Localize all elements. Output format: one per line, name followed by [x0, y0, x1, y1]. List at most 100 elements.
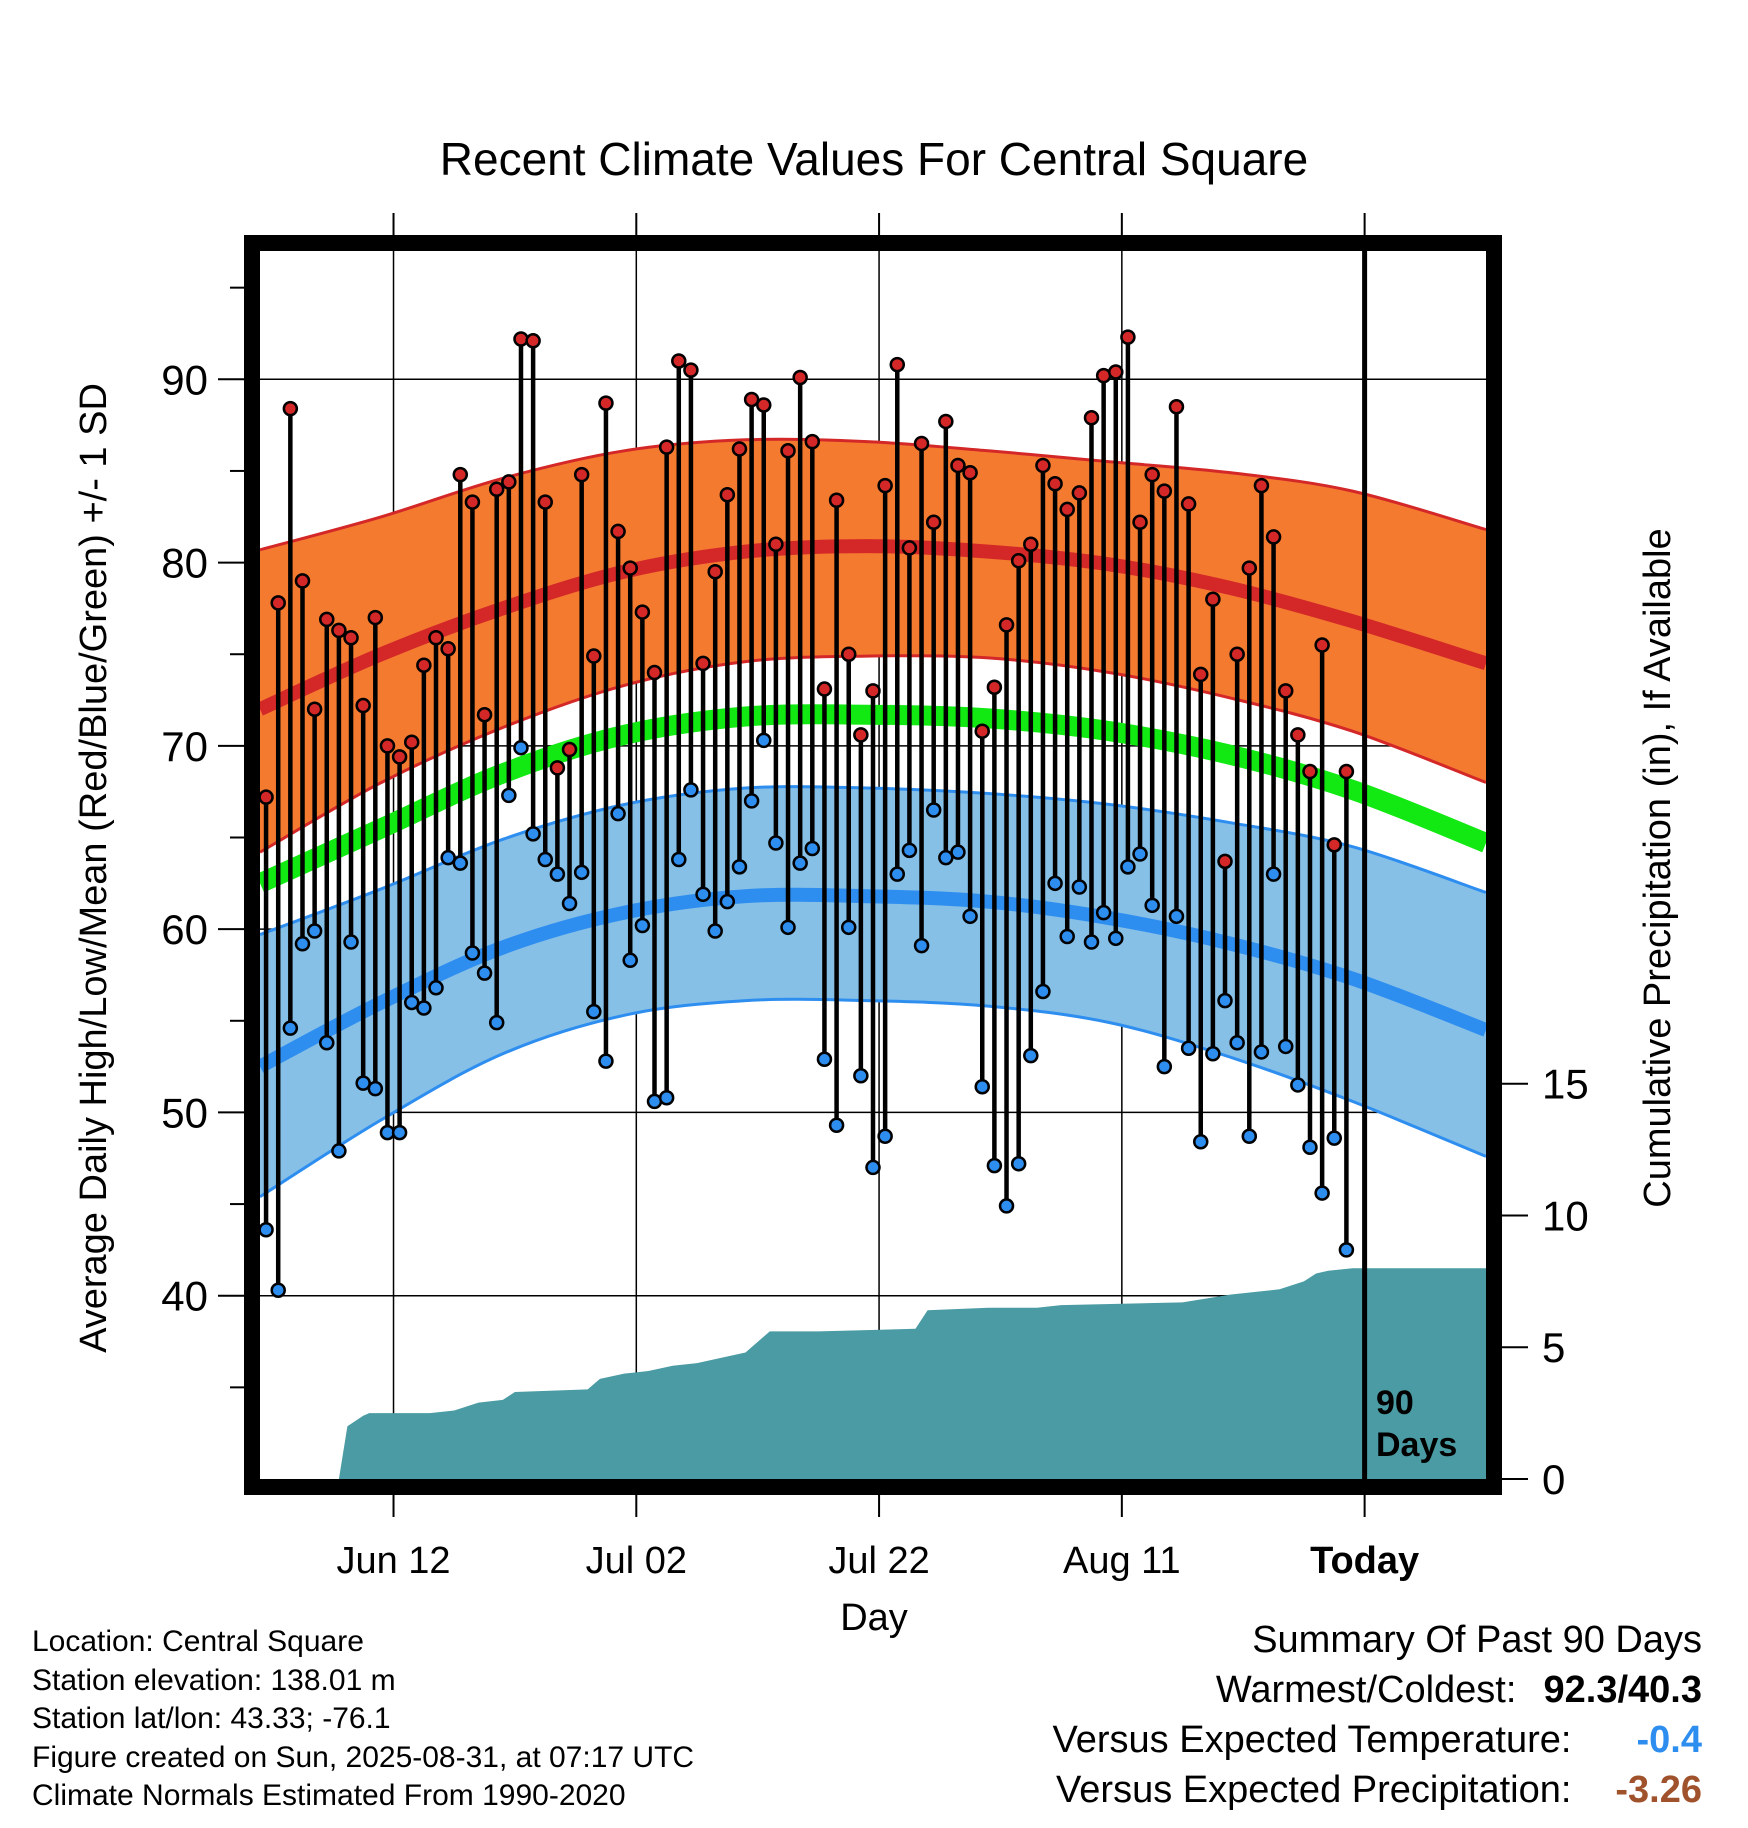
- daily-low-point: [986, 1157, 1003, 1174]
- location-text: Location: Central Square: [32, 1625, 364, 1658]
- daily-high-point: [743, 391, 760, 408]
- daily-low-point: [1059, 928, 1075, 945]
- normal-low-line: [260, 887, 1486, 1073]
- precip-value: -3.26: [1615, 1769, 1702, 1811]
- daily-high-point: [282, 400, 299, 417]
- daily-high-point: [1314, 637, 1330, 653]
- daily-high-point: [804, 433, 821, 450]
- daily-low-point: [1035, 983, 1051, 1000]
- daily-low-point: [998, 1198, 1015, 1214]
- daily-high-point: [391, 749, 408, 765]
- today-marker-label-days-count: 90: [1376, 1384, 1414, 1422]
- normal-mean-line: [260, 704, 1486, 893]
- today-marker-label-days-word: Days: [1376, 1426, 1457, 1464]
- daily-high-point: [634, 604, 651, 620]
- daily-high-point: [962, 465, 978, 481]
- daily-low-point: [1290, 1077, 1306, 1093]
- daily-high-point: [986, 679, 1003, 695]
- x-tick-label: Jul 02: [586, 1540, 687, 1582]
- daily-low-point: [962, 908, 978, 925]
- daily-high-point: [1253, 477, 1270, 494]
- plot-frame: [244, 235, 1502, 1495]
- daily-low-point: [1277, 1038, 1294, 1055]
- y-axis-label: Average Daily High/Low/Mean (Red/Blue/Gr…: [73, 383, 115, 1353]
- daily-low-point: [634, 917, 651, 934]
- daily-low-point: [282, 1020, 299, 1036]
- daily-low-point: [598, 1053, 614, 1069]
- daily-low-point: [476, 965, 493, 981]
- daily-low-point: [1217, 992, 1233, 1009]
- daily-high-point: [1192, 666, 1209, 683]
- y-tick-label: 60: [161, 906, 208, 953]
- daily-low-point: [1095, 904, 1112, 921]
- daily-low-point: [343, 934, 359, 950]
- daily-low-point: [1108, 930, 1124, 947]
- daily-high-point: [671, 353, 687, 369]
- daily-observations: [258, 329, 1355, 1298]
- x-tick-label: Jun 12: [336, 1540, 450, 1582]
- daily-high-point: [610, 523, 626, 540]
- daily-low-point: [1144, 897, 1160, 914]
- warm-cold-label: Warmest/Coldest:: [1215, 1669, 1517, 1711]
- daily-high-point: [561, 741, 578, 758]
- daily-low-point: [464, 945, 481, 961]
- daily-low-point: [440, 849, 456, 866]
- daily-high-point: [1120, 329, 1136, 345]
- daily-high-point: [258, 789, 274, 805]
- daily-high-point: [537, 494, 554, 510]
- daily-low-point: [731, 859, 748, 875]
- daily-low-point: [695, 886, 711, 903]
- daily-high-point: [622, 560, 638, 576]
- daily-low-point: [1253, 1044, 1270, 1060]
- daily-low-point: [1205, 1046, 1221, 1062]
- daily-high-point: [768, 536, 784, 553]
- axes: 40 50 60 70 80 90 0 5 10 15 Jun 12 Jul 02 Jul 22 Aug …: [161, 213, 1589, 1582]
- daily-high-point: [901, 540, 918, 556]
- daily-low-point: [1071, 879, 1088, 895]
- y2-tick-label: 10: [1542, 1192, 1589, 1239]
- daily-low-point: [1241, 1128, 1258, 1145]
- y-tick-label: 90: [161, 356, 208, 403]
- daily-low-point: [513, 739, 529, 756]
- daily-low-point: [792, 855, 808, 871]
- daily-high-point: [343, 629, 359, 646]
- daily-low-point: [938, 849, 954, 866]
- y-tick-label: 80: [161, 540, 208, 587]
- daily-low-point: [671, 851, 687, 868]
- daily-low-point: [1156, 1058, 1173, 1075]
- daily-high-point: [1047, 476, 1063, 492]
- daily-low-point: [1302, 1139, 1318, 1156]
- high-band-lower-edge: [260, 654, 1486, 854]
- daily-high-point: [731, 441, 748, 457]
- daily-low-point: [901, 842, 918, 859]
- daily-low-point: [452, 855, 469, 871]
- daily-low-point: [306, 923, 323, 939]
- daily-high-point: [695, 655, 711, 672]
- daily-high-point: [525, 333, 541, 349]
- daily-low-point: [622, 952, 638, 969]
- temp-label: Versus Expected Temperature:: [1052, 1719, 1572, 1761]
- daily-high-point: [1083, 410, 1100, 426]
- low-band-upper-edge: [260, 785, 1486, 937]
- daily-high-point: [1241, 560, 1258, 576]
- daily-low-point: [974, 1079, 990, 1095]
- daily-low-point: [537, 851, 554, 868]
- y2-tick-label: 15: [1542, 1061, 1589, 1108]
- daily-high-point: [1290, 727, 1306, 743]
- daily-low-point: [1229, 1035, 1245, 1051]
- daily-high-point: [416, 657, 432, 673]
- y2-axis-label: Cumulative Precipitation (in), If Availa…: [1637, 528, 1679, 1207]
- warm-cold-value: 92.3/40.3: [1543, 1669, 1702, 1711]
- daily-high-point: [306, 701, 323, 717]
- daily-low-point: [768, 835, 784, 851]
- daily-low-point: [1083, 934, 1100, 950]
- summary-heading: Summary Of Past 90 Days: [1252, 1619, 1702, 1661]
- summary-panel: Summary Of Past 90 Days Warmest/Coldest:…: [1053, 1615, 1702, 1815]
- precipitation-area: [260, 1268, 1486, 1479]
- daily-high-point: [319, 611, 335, 628]
- daily-low-point: [355, 1075, 371, 1091]
- daily-high-point: [683, 362, 699, 378]
- daily-low-point: [403, 994, 420, 1011]
- daily-low-point: [525, 826, 541, 842]
